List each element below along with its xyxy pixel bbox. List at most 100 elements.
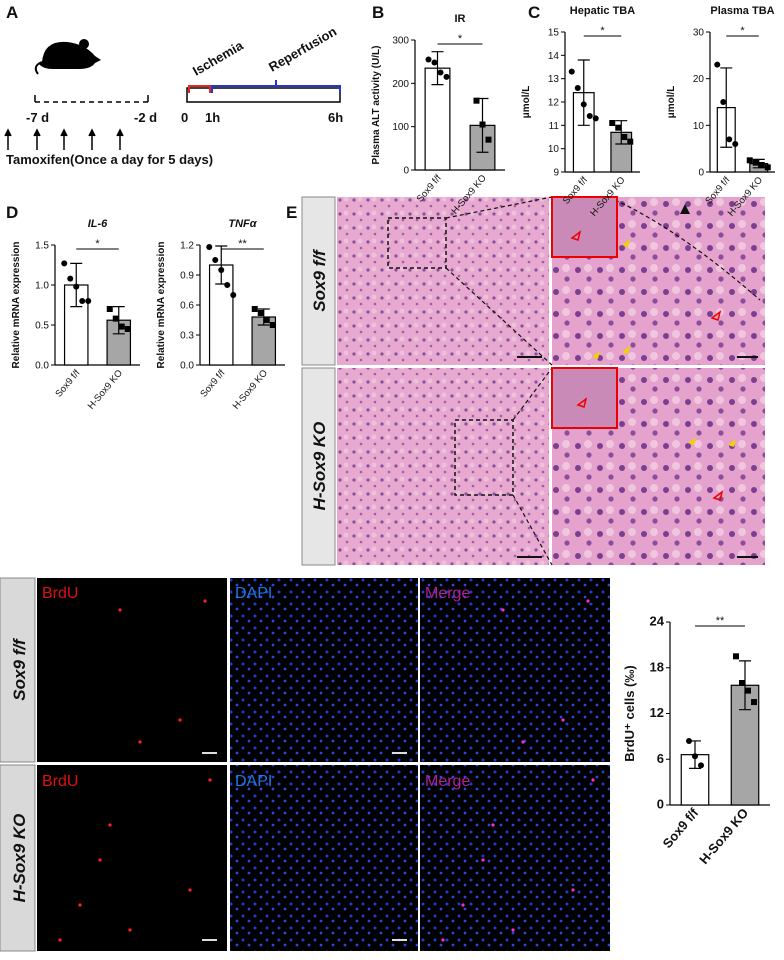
y-tick-label: 0.6	[180, 301, 194, 312]
y-tick-label: 200	[392, 79, 409, 90]
y-tick-label: 10	[548, 144, 560, 155]
panel-a: A Ischemia Reperfusion -7 d -2 d 0 1h 6h…	[4, 3, 343, 167]
row-label: H-Sox9 KO	[10, 814, 29, 903]
ischemia-bracket	[188, 85, 211, 93]
data-point	[732, 141, 739, 147]
data-point	[733, 653, 739, 660]
data-point	[79, 298, 86, 304]
data-point	[425, 56, 432, 63]
chart-title: Plasma TBA	[710, 5, 774, 17]
chart-title: TNFα	[228, 218, 257, 230]
brdu-dot	[591, 778, 595, 782]
error-bar	[577, 59, 590, 126]
row-label-box	[301, 367, 336, 566]
brdu-dot	[78, 903, 82, 907]
brdu-dot	[203, 599, 207, 603]
significance-label: **	[238, 238, 247, 250]
y-axis-label: Relative mRNA expression	[11, 242, 22, 369]
data-point	[230, 292, 237, 298]
significance-label: *	[95, 238, 100, 250]
y-tick-label: 1.0	[35, 281, 49, 292]
inset	[551, 196, 618, 258]
data-point	[580, 101, 587, 108]
tamoxifen-label: Tamoxifen(Once a day for 5 days)	[6, 152, 213, 167]
y-tick-label: 1.5	[35, 241, 49, 252]
brdu-dot	[128, 928, 132, 932]
day-label: 0	[181, 110, 188, 125]
data-point	[764, 164, 771, 171]
data-point	[714, 61, 721, 68]
data-point	[73, 283, 80, 290]
data-point	[739, 680, 745, 686]
data-point	[106, 306, 113, 312]
y-tick-label: 300	[392, 36, 409, 47]
fluorescence-image	[37, 765, 227, 951]
fluorescence-image	[230, 578, 418, 762]
fluorescence-image	[37, 578, 227, 762]
y-tick-label: 0.5	[35, 321, 49, 332]
data-point	[485, 136, 492, 143]
brdu-dot	[461, 903, 465, 907]
chart-title: Hepatic TBA	[570, 5, 635, 17]
data-point	[586, 113, 593, 119]
data-point	[692, 753, 698, 760]
data-point	[615, 124, 622, 131]
chart-title: IR	[455, 13, 466, 25]
y-tick-label: 12	[548, 98, 560, 109]
ischemia-label: Ischemia	[190, 37, 246, 78]
x-tick-label: Sox9 f/f	[660, 805, 702, 851]
y-tick-label: 0.9	[180, 271, 194, 282]
data-point	[212, 257, 219, 263]
arrows	[592, 239, 736, 447]
brdu-dot	[481, 858, 485, 862]
fluorescence-image	[420, 765, 610, 951]
arrows	[570, 230, 724, 501]
mouse-tail	[34, 61, 43, 75]
y-tick-label: 9	[553, 168, 559, 179]
row-label: Sox9 f/f	[10, 637, 29, 701]
y-tick-label: 0	[403, 166, 409, 177]
mouse-ear	[79, 39, 89, 49]
brdu-dot	[491, 823, 495, 827]
row-label-box	[0, 577, 36, 763]
y-axis-label: μmol/L	[521, 86, 532, 119]
x-tick-label: H-Sox9 KO	[231, 368, 270, 412]
tamoxifen-arrows	[4, 128, 124, 150]
panel-label: D	[6, 203, 18, 222]
significance-label: *	[600, 25, 605, 37]
y-axis-label: Plasma ALT activity (U/L)	[371, 46, 382, 165]
panel-e: Sox9 f/f H-Sox9 KO	[301, 196, 765, 566]
data-point	[751, 699, 757, 706]
data-point	[67, 275, 74, 282]
fluorescence-image	[420, 578, 610, 762]
brdu-dot	[521, 740, 525, 744]
micrograph	[337, 368, 549, 565]
data-point	[443, 73, 450, 80]
channel-label: DAPI	[235, 585, 272, 602]
data-point	[752, 159, 759, 166]
brdu-dot	[586, 599, 590, 603]
data-point	[574, 85, 581, 91]
data-point	[609, 120, 616, 126]
data-point	[61, 260, 68, 267]
brdu-dot	[188, 888, 192, 892]
panel-label: C	[528, 3, 540, 22]
brdu-dot	[138, 740, 142, 744]
y-axis-label: BrdU⁺ cells (‰)	[622, 665, 637, 761]
y-tick-label: 15	[548, 28, 560, 39]
brdu-dot	[98, 858, 102, 862]
data-point	[686, 737, 692, 744]
y-tick-label: 24	[650, 614, 665, 629]
x-tick-label: Sox9 f/f	[198, 368, 227, 400]
data-point	[720, 99, 727, 105]
mouse-icon	[39, 41, 101, 69]
brdu-dot	[178, 718, 182, 722]
chart-title: IL-6	[88, 218, 108, 230]
micrograph	[337, 197, 549, 365]
panel-f: Sox9 f/f H-Sox9 KO BrdU DAPI Merge BrdU …	[0, 577, 610, 952]
data-point	[758, 162, 765, 168]
brdu-dot	[108, 823, 112, 827]
data-point	[206, 244, 213, 250]
data-point	[745, 687, 751, 694]
